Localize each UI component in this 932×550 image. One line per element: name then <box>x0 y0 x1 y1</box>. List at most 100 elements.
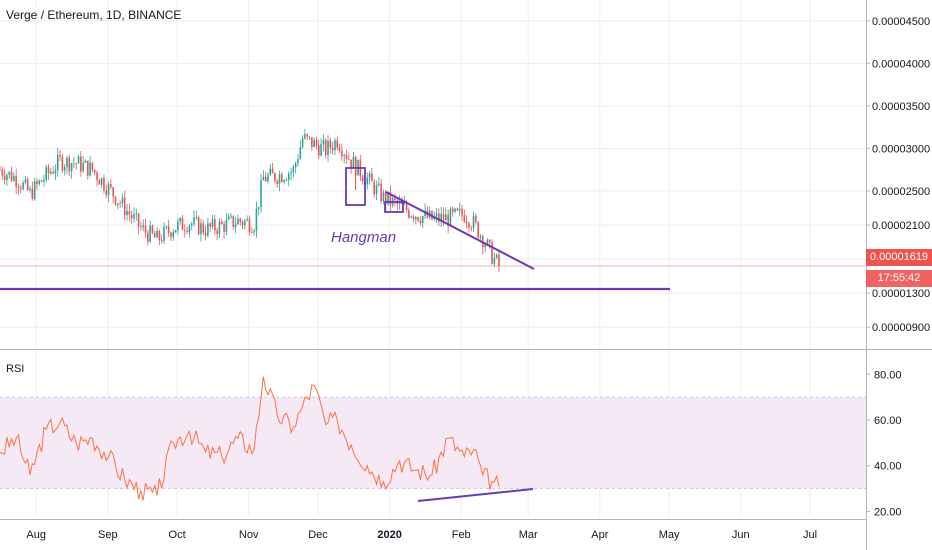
candle-body <box>220 221 223 224</box>
candle-body <box>232 215 235 228</box>
candle-body <box>438 213 440 222</box>
candle-body <box>84 160 87 163</box>
time-tick-label: Jul <box>803 529 817 541</box>
candle-body <box>75 163 78 165</box>
candle-body <box>19 187 22 190</box>
candle-body <box>304 134 306 139</box>
candle-body <box>68 157 71 172</box>
candle-body <box>54 170 57 174</box>
candle-body <box>292 167 295 173</box>
time-axis[interactable]: Aug Sep Oct Nov Dec 2020 Feb Mar Apr May Jun Jul <box>26 529 817 541</box>
candle-body <box>442 213 445 221</box>
candle-body <box>408 210 410 218</box>
price-pane[interactable] <box>0 0 866 348</box>
candle-body <box>230 215 232 217</box>
candle-body <box>297 158 299 164</box>
candle-body <box>126 210 128 216</box>
candle-body <box>287 173 290 181</box>
candle-body <box>214 219 216 231</box>
hangman-label: Hangman <box>331 229 396 246</box>
time-tick-label: 2020 <box>377 529 401 541</box>
candle-body <box>15 175 17 187</box>
candle-body <box>269 168 272 175</box>
candle-body <box>147 232 149 242</box>
candle-body <box>47 167 50 174</box>
candle-body <box>334 140 336 151</box>
candle-body <box>336 140 339 148</box>
price-tick-label: 0.00000900 <box>872 322 930 334</box>
candle-body <box>373 181 376 195</box>
candle-body <box>153 233 156 238</box>
candle-body <box>137 213 140 227</box>
candle-body <box>156 230 158 238</box>
candle-body <box>133 214 135 219</box>
candle-body <box>354 156 357 176</box>
candle-body <box>274 173 276 181</box>
candle-body <box>449 208 452 226</box>
candle-body <box>315 139 318 146</box>
candle-body <box>174 230 177 233</box>
candle-body <box>301 138 304 148</box>
candle-body <box>158 230 161 240</box>
candle-body <box>488 239 491 243</box>
candle-body <box>468 223 470 229</box>
candle-body <box>451 208 454 212</box>
candle-body <box>70 163 73 172</box>
candle-body <box>417 217 419 221</box>
candle-body <box>327 140 329 156</box>
candle-body <box>66 157 68 168</box>
candle-body <box>382 192 385 202</box>
candle-body <box>331 147 334 151</box>
candle-body <box>419 220 422 224</box>
candle-body <box>1 169 4 176</box>
candle-body <box>324 140 327 156</box>
time-tick-label: Dec <box>308 529 328 541</box>
price-tick-label: 0.00002500 <box>872 186 930 198</box>
price-tick-label: 0.00003000 <box>872 143 930 155</box>
candle-body <box>177 221 179 231</box>
candle-body <box>112 187 114 197</box>
candle-body <box>209 223 212 227</box>
price-tick-label: 0.00001300 <box>872 288 930 300</box>
candle-body <box>394 197 396 201</box>
candle-body <box>98 180 101 185</box>
candle-body <box>63 167 66 171</box>
candle-body <box>186 230 188 233</box>
candle-body <box>117 203 119 205</box>
candle-body <box>267 174 269 182</box>
candle-body <box>491 242 493 264</box>
candle-body <box>475 215 477 223</box>
candle-body <box>271 168 274 174</box>
candle-body <box>200 223 202 235</box>
chart-title: Verge / Ethereum, 1D, BINANCE <box>6 8 182 22</box>
candle-body <box>241 221 244 226</box>
candle-body <box>299 147 302 159</box>
candle-body <box>29 188 31 191</box>
rsi-divergence-line[interactable] <box>417 488 534 502</box>
candle-body <box>188 225 191 233</box>
rsi-axis[interactable]: 80.00 60.00 40.00 20.00 <box>866 369 902 518</box>
candle-body <box>465 221 468 224</box>
candle-body <box>96 172 98 181</box>
candle-body <box>6 175 8 181</box>
candle-body <box>345 155 348 160</box>
candle-body <box>10 171 13 181</box>
candle-body <box>216 230 218 234</box>
time-tick-label: Nov <box>239 529 259 541</box>
candle-body <box>486 239 489 246</box>
candle-body <box>248 219 251 233</box>
candle-countdown-badge: 17:55:42 <box>866 270 932 287</box>
drawings-layer[interactable]: Hangman <box>0 167 670 502</box>
candle-body <box>17 186 20 188</box>
candle-body <box>114 196 117 205</box>
candle-body <box>61 156 64 171</box>
candle-body <box>456 208 459 211</box>
descending-trendline[interactable] <box>385 191 535 270</box>
candle-body <box>93 169 96 173</box>
candle-body <box>384 192 387 204</box>
candle-body <box>484 245 486 248</box>
hangman-box-small[interactable] <box>384 201 404 213</box>
candle-body <box>202 223 205 233</box>
candle-body <box>311 137 313 148</box>
